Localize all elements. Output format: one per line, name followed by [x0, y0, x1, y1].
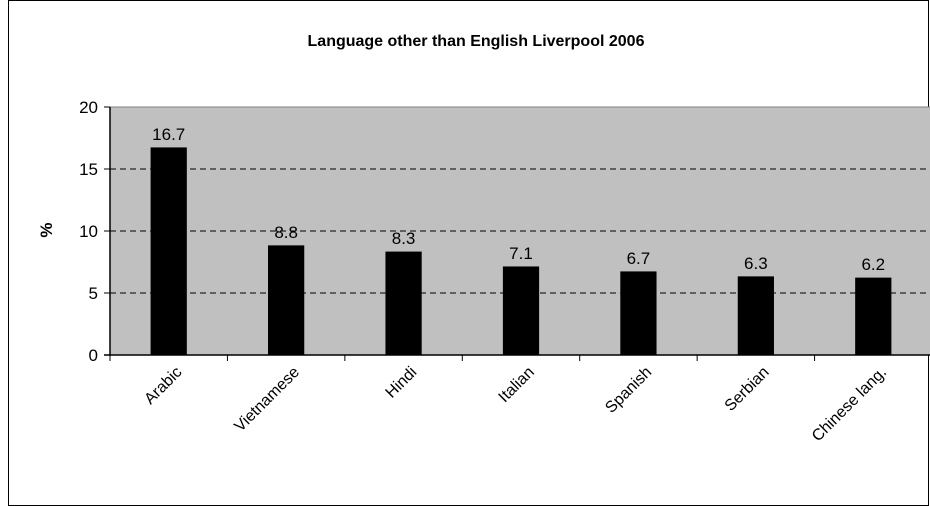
data-label: 8.8 — [274, 223, 298, 242]
y-tick-labels: 0 5 10 15 20 — [79, 98, 98, 365]
bar — [737, 276, 774, 356]
x-tick-label: Italian — [496, 364, 538, 406]
x-tick-label: Spanish — [602, 364, 655, 417]
bar — [385, 251, 422, 356]
data-label: 6.2 — [861, 255, 885, 274]
y-axis-label: % — [37, 222, 56, 237]
y-tick-label: 0 — [89, 346, 98, 365]
y-tick-label: 20 — [79, 98, 98, 117]
x-tick-label: Vietnamese — [231, 364, 303, 436]
chart-title: Language other than English Liverpool 20… — [308, 33, 645, 50]
data-label: 16.7 — [152, 125, 185, 144]
bar — [855, 277, 892, 356]
y-tick-label: 10 — [79, 222, 98, 241]
data-labels: 16.7 8.8 8.3 7.1 6.7 6.3 6.2 — [152, 125, 885, 274]
x-tick-label: Arabic — [141, 364, 185, 408]
bar — [502, 266, 540, 356]
axes — [104, 106, 930, 361]
x-tick-label: Chinese lang. — [809, 364, 890, 445]
bars — [150, 147, 892, 356]
bar — [620, 271, 657, 356]
x-tick-label: Serbian — [722, 364, 773, 415]
y-tick-label: 5 — [89, 284, 98, 303]
data-label: 6.7 — [627, 249, 651, 268]
x-tick-label: Hindi — [383, 364, 421, 402]
y-tick-label: 15 — [79, 160, 98, 179]
data-label: 8.3 — [392, 229, 416, 248]
bar — [150, 147, 187, 356]
bar — [268, 245, 305, 356]
data-label: 7.1 — [509, 244, 533, 263]
data-label: 6.3 — [744, 254, 768, 273]
x-tick-labels: Arabic Vietnamese Hindi Italian Spanish Serbi… — [141, 364, 890, 445]
